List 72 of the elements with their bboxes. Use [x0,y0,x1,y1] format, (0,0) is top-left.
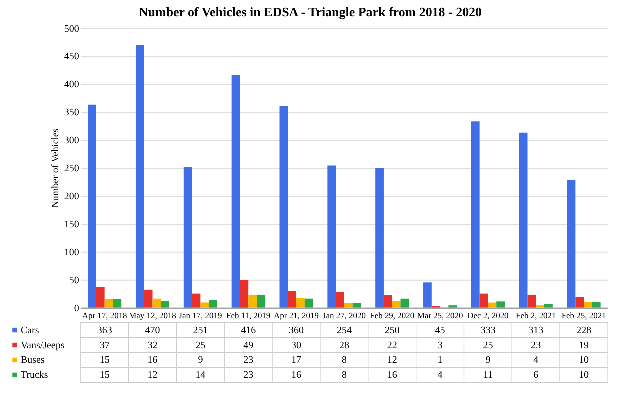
data-label: 254 [336,325,352,336]
data-label: 10 [579,355,590,366]
data-label: 9 [198,355,204,366]
legend-label: Trucks [20,370,48,382]
x-tick-label: Feb 25, 2021 [562,310,606,320]
y-tick-label: 100 [64,247,80,258]
data-label: 37 [100,340,110,352]
x-tick-label: Apr 17, 2018 [82,310,128,320]
x-tick-label: Apr 21, 2019 [274,310,319,320]
data-label: 22 [387,340,398,352]
y-tick-label: 250 [64,164,80,175]
data-label: 1 [438,355,443,366]
data-label: 4 [438,370,443,382]
data-label: 11 [483,370,494,382]
data-label: 12 [148,370,158,382]
x-tick-label: Jan 17, 2019 [179,310,222,320]
data-label: 251 [193,325,208,336]
x-tick-label: Feb 11, 2019 [226,310,271,320]
data-label: 10 [579,370,590,382]
y-tick-label: 50 [69,275,80,286]
data-label: 470 [145,325,160,336]
data-label: 25 [196,340,206,352]
y-tick-label: 200 [64,191,80,202]
legend-label: Vans/Jeeps [20,340,65,352]
data-label: 416 [241,325,256,336]
data-label: 8 [342,355,347,366]
data-label: 28 [339,340,350,352]
data-label: 16 [387,370,398,382]
y-tick-label: 0 [74,303,80,314]
data-label: 17 [292,355,302,366]
data-label: 12 [387,355,398,366]
x-tick-label: Feb 29, 2020 [370,310,415,320]
data-label: 23 [531,340,542,352]
legend-label: Buses [20,355,45,366]
data-label: 49 [244,340,254,352]
data-label: 23 [244,355,254,366]
data-label: 3 [438,340,443,352]
data-label: 4 [534,355,539,366]
data-label: 6 [534,370,539,382]
data-label: 15 [100,370,110,382]
data-label: 15 [100,355,110,366]
data-label: 360 [289,325,304,336]
x-tick-label: Dec 2, 2020 [468,310,509,320]
y-tick-label: 350 [64,108,80,119]
data-label: 19 [579,340,590,352]
y-tick-label: 300 [64,136,80,147]
data-label: 313 [528,325,544,336]
y-tick-label: 450 [64,52,80,63]
data-label: 45 [435,325,446,336]
data-label: 9 [486,355,491,366]
data-label: 363 [97,325,112,336]
data-label: 8 [342,370,347,382]
data-label: 23 [244,370,254,382]
x-tick-label: Mar 25, 2020 [417,310,464,320]
data-label: 250 [384,325,400,336]
data-label: 16 [148,355,158,366]
data-label: 25 [483,340,494,352]
x-tick-label: Jan 27, 2020 [322,310,366,320]
data-label: 228 [576,325,592,336]
x-tick-label: Feb 2, 2021 [516,310,556,320]
x-tick-label: May 12, 2018 [129,310,176,320]
y-tick-label: 500 [64,24,80,35]
data-label: 333 [480,325,496,336]
data-label: 14 [196,370,206,382]
data-label: 32 [148,340,158,352]
legend-label: Cars [20,325,40,336]
chart-title: Number of Vehicles in EDSA - Triangle Park from 2018 - 2020 [138,4,482,20]
data-label: 16 [292,370,302,382]
y-tick-label: 400 [64,80,80,91]
data-label: 30 [292,340,302,352]
y-axis-title: Number of Vehicles [50,128,62,208]
y-tick-label: 150 [64,219,80,230]
